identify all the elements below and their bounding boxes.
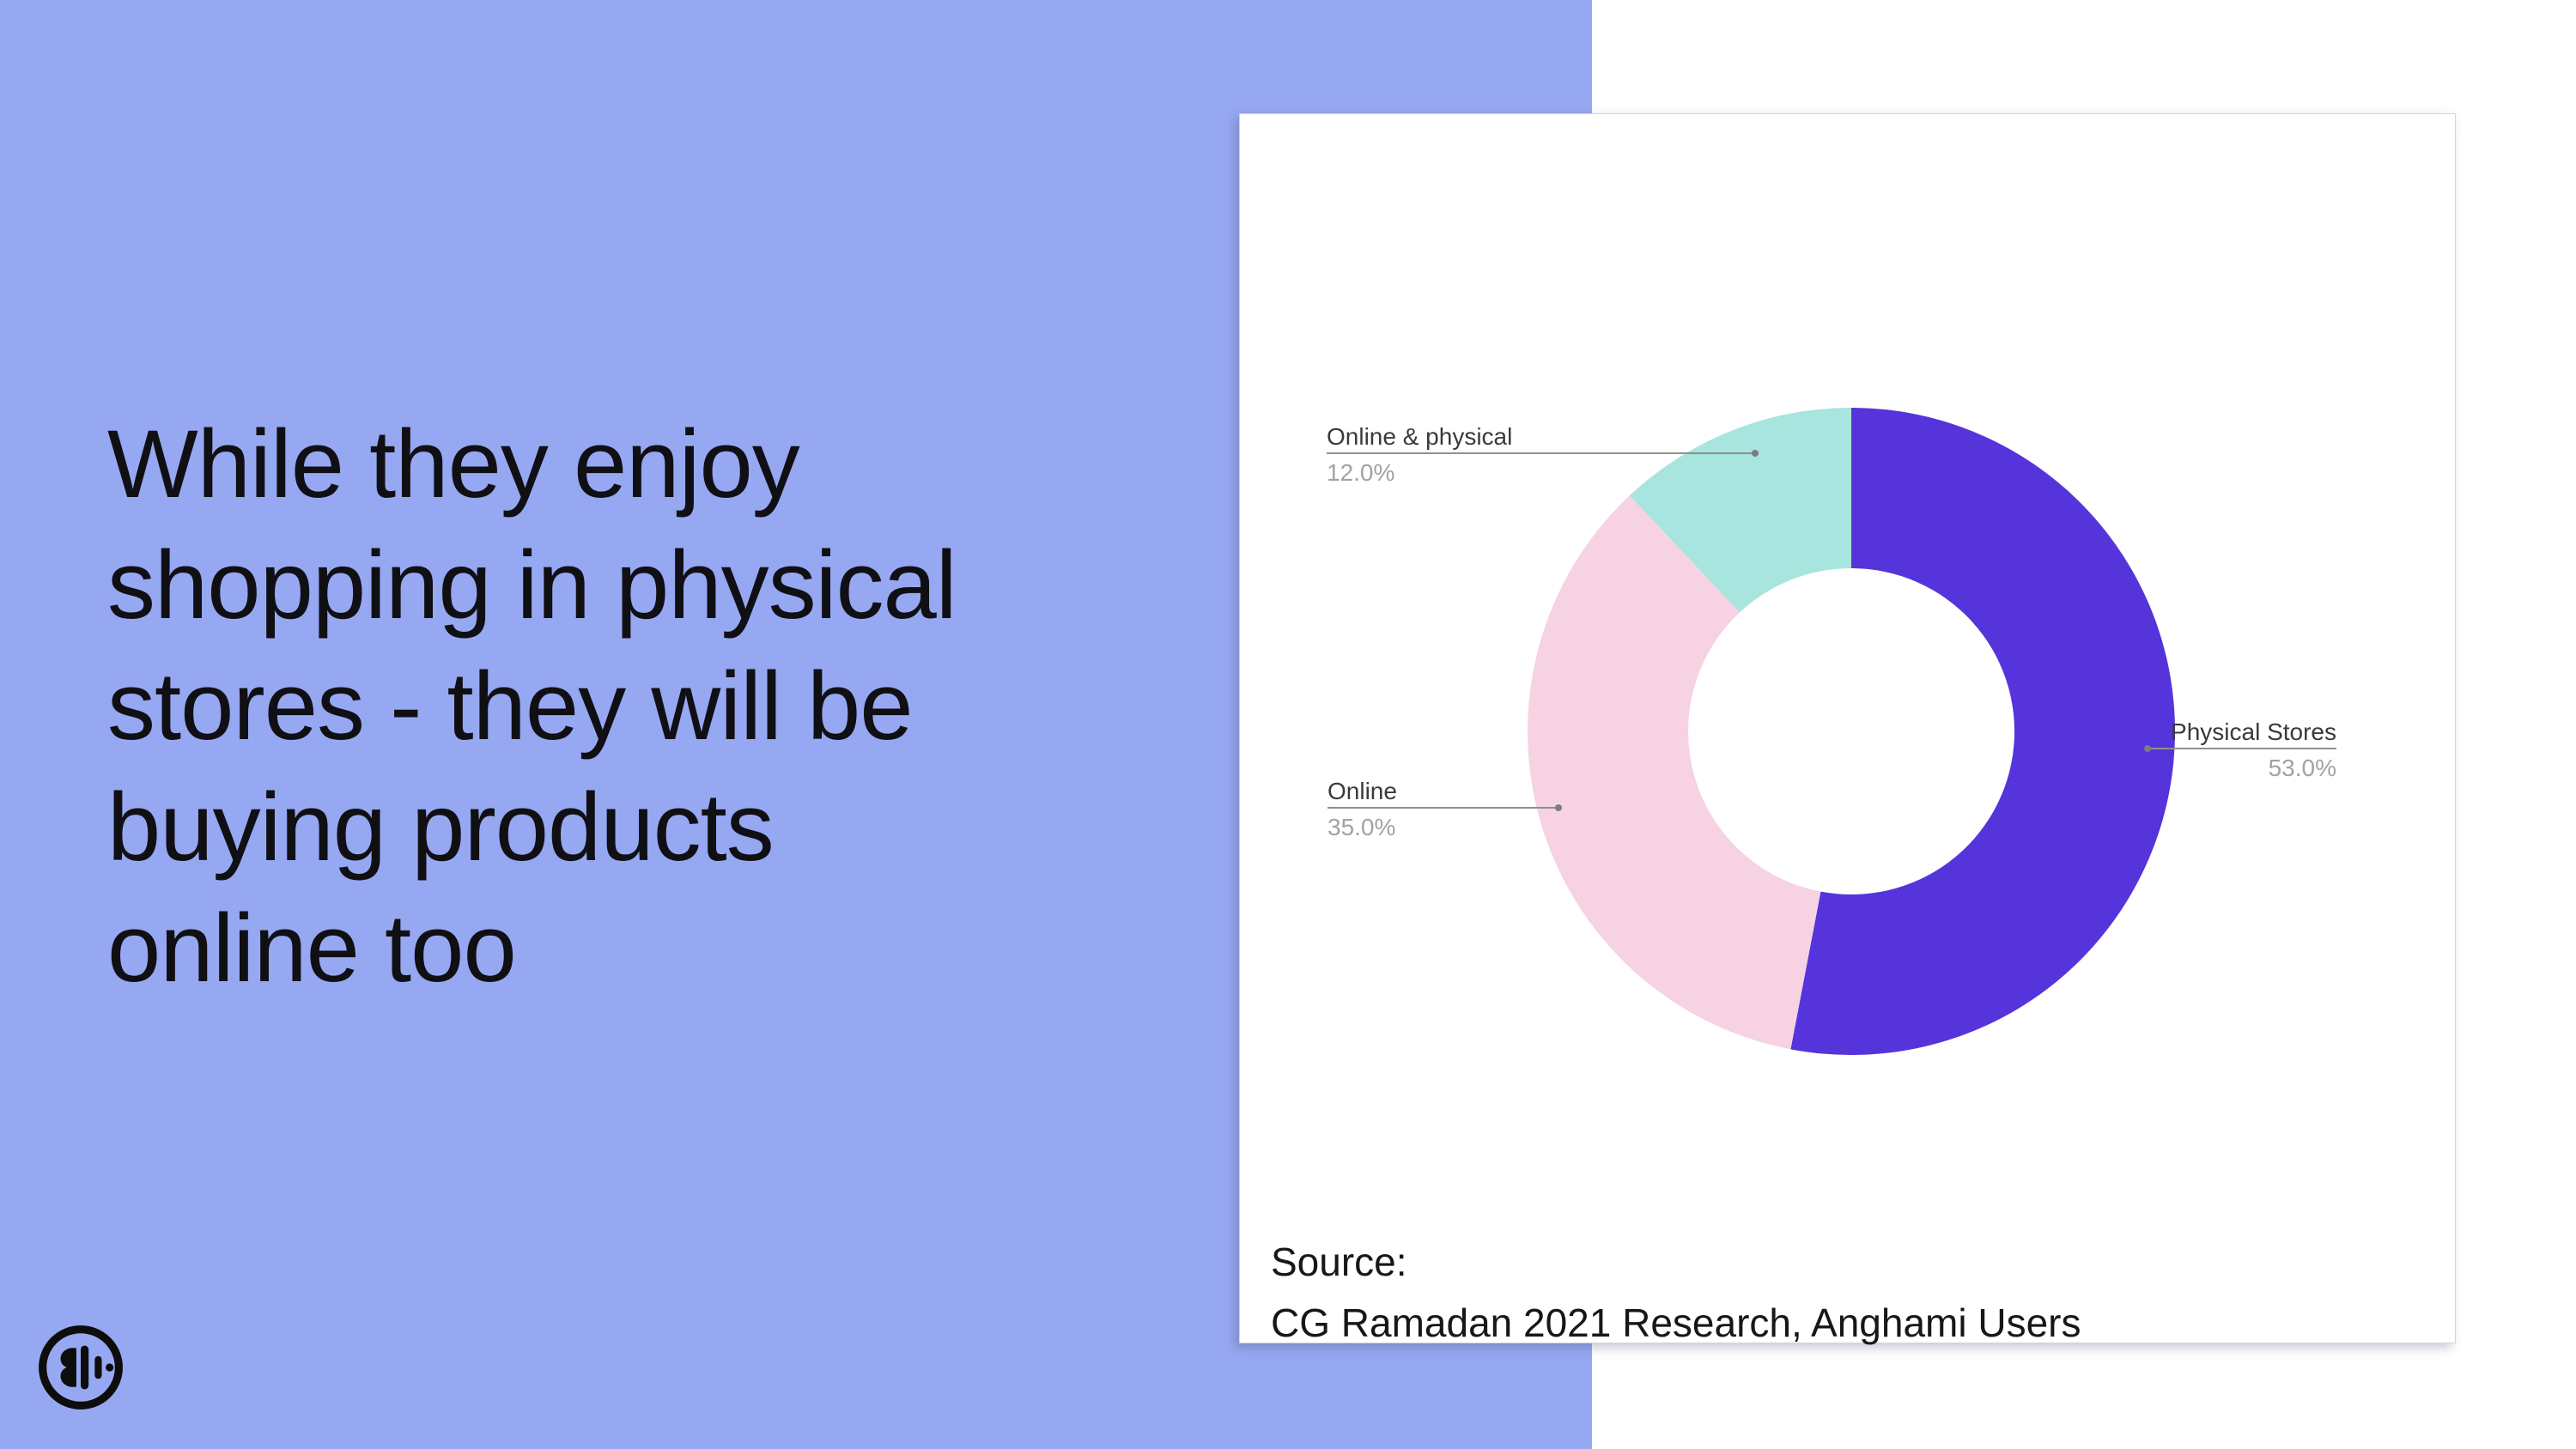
- slide-title: While they enjoy shopping in physical st…: [107, 410, 957, 1002]
- source-label: Source:: [1271, 1240, 1407, 1284]
- callout-label: Online: [1327, 778, 1397, 804]
- leader-line: [2144, 745, 2336, 752]
- callout-online: Online 35.0%: [1327, 778, 1562, 841]
- callout-label: Online & physical: [1327, 423, 1513, 450]
- leader-line: [1327, 450, 1759, 457]
- callout-label: Physical Stores: [2171, 718, 2336, 745]
- donut-chart: [1528, 408, 2176, 1055]
- chart-card: Online & physical 12.0% Online 35.0% Phy…: [1239, 113, 2456, 1345]
- leader-line: [1327, 804, 1562, 811]
- donut-slice-online-physical: [1629, 408, 1851, 613]
- callout-percent: 12.0%: [1327, 459, 1395, 486]
- donut-slice-online: [1528, 495, 1821, 1050]
- callout-online-physical: Online & physical 12.0%: [1327, 423, 1759, 487]
- source-note: Source: CG Ramadan 2021 Research, Angham…: [1271, 1232, 2081, 1354]
- donut-slice-physical-stores: [1790, 408, 2176, 1055]
- source-text: CG Ramadan 2021 Research, Anghami Users: [1271, 1300, 2081, 1345]
- anghami-logo-icon: [39, 1325, 123, 1410]
- callout-percent: 53.0%: [2268, 755, 2336, 781]
- callout-percent: 35.0%: [1327, 814, 1396, 840]
- callout-physical-stores: Physical Stores 53.0%: [2144, 718, 2336, 782]
